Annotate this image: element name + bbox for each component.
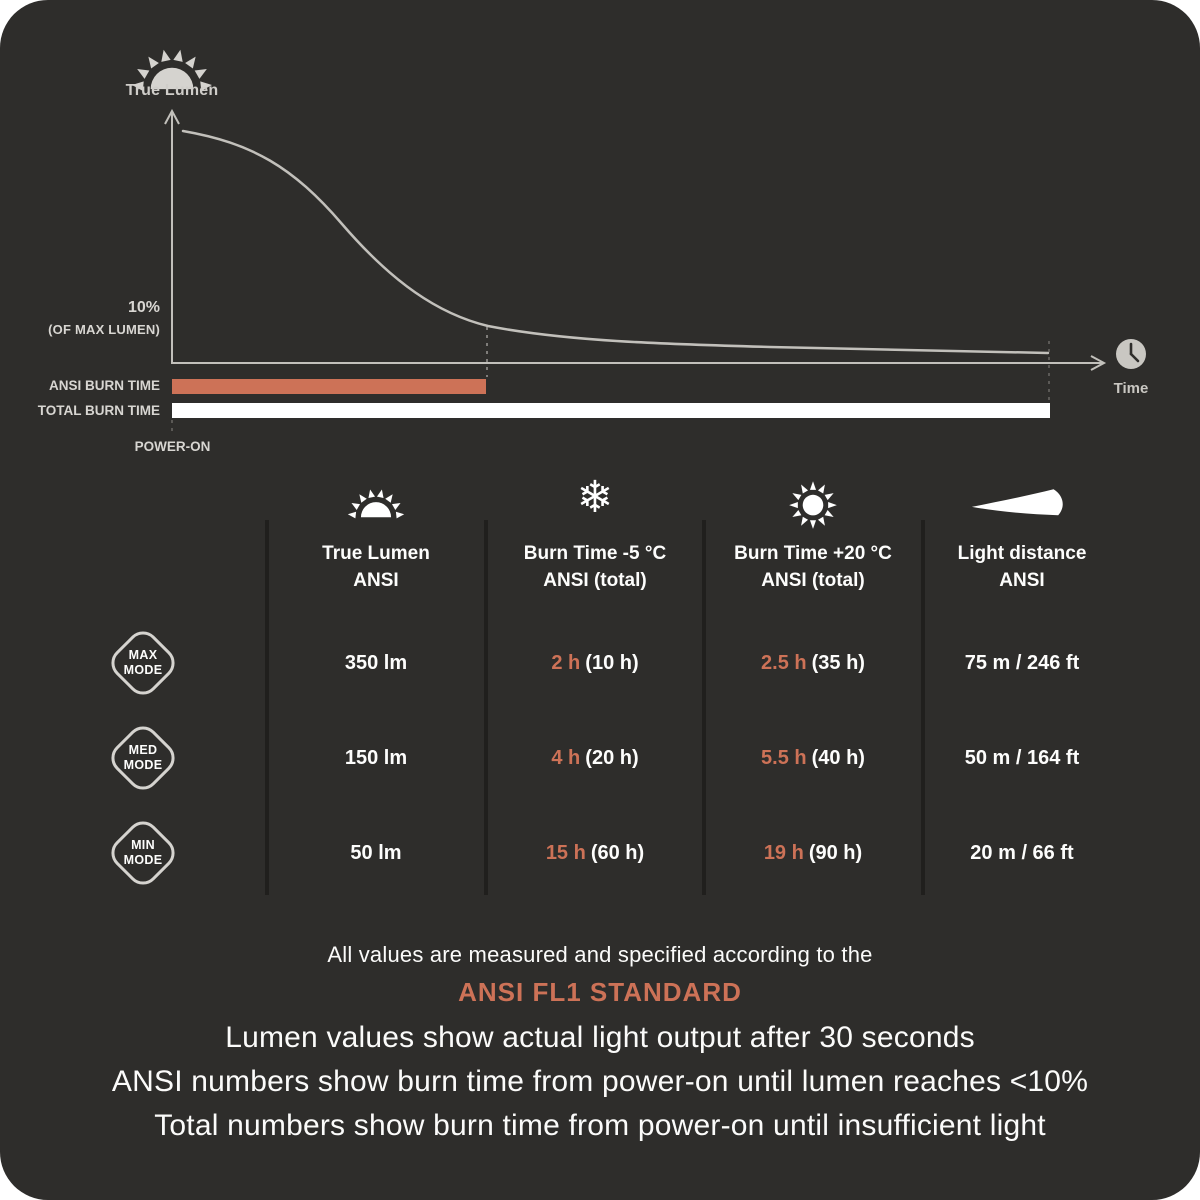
footer-measured-note: All values are measured and specified ac… [327,942,873,967]
total-hours: (40 h) [811,747,865,769]
column-title: Light distance [957,543,1087,564]
clock-icon [1116,339,1146,369]
total-burn-time-bar [172,403,1050,418]
mode-word: MODE [123,758,163,772]
sun-icon [789,481,837,529]
cell-max-distance: 75 m / 246 ft [964,652,1080,674]
footer-lumen-note: Lumen values show actual light output af… [225,1021,975,1054]
time-axis-label: Time [1113,380,1149,397]
column-header-burn-cold: Burn Time -5 °C ANSI (total) [486,540,704,594]
cell-max-burn-cold: 2 h (10 h) [486,646,704,680]
power-on-label: POWER-ON [134,439,211,454]
ansi-burn-time-bar [172,379,486,394]
min-mode-badge: MIN MODE [104,814,182,892]
mode-name: MIN [131,838,155,853]
column-divider [484,520,488,895]
true-lumen-axis-label: True Lumen [125,82,219,99]
light-beam-icon [971,489,1063,516]
total-hours: (90 h) [808,842,863,864]
footer-ansi-standard: ANSI FL1 STANDARD [458,977,742,1007]
footer-ansi-note: ANSI numbers show burn time from power-o… [111,1065,1089,1098]
cell-min-lumen: 50 lm [350,842,402,864]
cell-min-burn-warm: 19 h (90 h) [704,836,922,870]
total-hours: (60 h) [590,842,645,864]
y-axis-arrow [164,108,180,125]
badge-label: MAX MODE [105,625,181,701]
ansi-burn-time-label: ANSI BURN TIME [49,378,160,393]
column-subtitle: ANSI (total) [543,570,647,591]
cell-med-lumen: 150 lm [344,747,408,769]
ansi-hours: 5.5 h [761,747,807,769]
cell-med-burn-warm: 5.5 h (40 h) [704,741,922,775]
med-mode-badge: MED MODE [104,719,182,797]
column-subtitle: ANSI (total) [761,570,865,591]
column-title: True Lumen [322,543,430,564]
cell-min-burn-cold: 15 h (60 h) [486,836,704,870]
mode-word: MODE [123,663,163,677]
column-divider [265,520,269,895]
column-title: Burn Time +20 °C [734,543,892,564]
cell-med-distance: 50 m / 164 ft [964,747,1080,769]
snowflake-icon: ❄ [576,472,614,523]
total-burn-time-label: TOTAL BURN TIME [37,403,160,418]
badge-label: MED MODE [105,720,181,796]
badge-label: MIN MODE [105,815,181,891]
ansi-hours: 2.5 h [761,652,807,674]
max-mode-badge: MAX MODE [104,624,182,702]
column-header-light-distance: Light distance ANSI [913,540,1131,594]
footer-total-note: Total numbers show burn time from power-… [154,1109,1046,1142]
total-hours: (10 h) [585,652,639,674]
half-sun-icon [131,49,213,91]
cell-max-lumen: 350 lm [344,652,408,674]
ansi-hours: 19 h [763,842,804,864]
column-divider [702,520,706,895]
lumen-curve [181,129,1050,355]
ten-percent-label: 10% [127,299,160,316]
column-subtitle: ANSI [999,570,1045,591]
ansi-hours: 2 h [551,652,581,674]
ansi-hours: 15 h [545,842,586,864]
cell-min-distance: 20 m / 66 ft [970,842,1074,864]
column-header-true-lumen: True Lumen ANSI [267,540,485,594]
cell-med-burn-cold: 4 h (20 h) [486,741,704,775]
x-axis-arrow [1090,355,1107,371]
half-sun-icon [347,489,405,519]
ansi-hours: 4 h [551,747,581,769]
column-header-burn-warm: Burn Time +20 °C ANSI (total) [704,540,922,594]
of-max-lumen-label: (OF MAX LUMEN) [48,322,160,337]
cell-max-burn-warm: 2.5 h (35 h) [704,646,922,680]
total-hours: (35 h) [811,652,865,674]
column-divider [921,520,925,895]
column-title: Burn Time -5 °C [523,543,667,564]
mode-name: MED [128,743,158,758]
total-hours: (20 h) [585,747,639,769]
mode-word: MODE [123,853,163,867]
column-subtitle: ANSI [353,570,399,591]
mode-name: MAX [128,648,158,663]
